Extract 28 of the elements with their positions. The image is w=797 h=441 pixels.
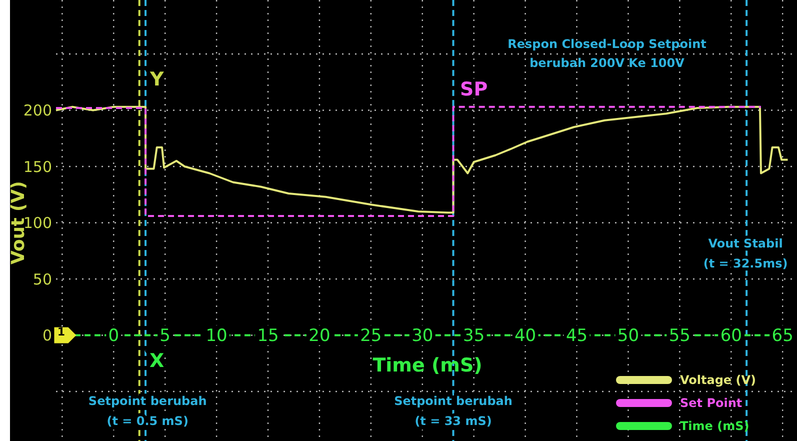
- x-tick-label: 50: [617, 326, 640, 346]
- x-axis-title: Time (mS): [372, 354, 482, 376]
- annotation: Y: [148, 68, 164, 90]
- annotation: Setpoint berubah (t = 0.5 mS): [88, 394, 207, 428]
- text: Respon Closed-Loop Setpoint berubah 200V Ke 100V: [508, 37, 707, 70]
- x-tick-label: 25: [360, 326, 382, 346]
- x-tick-label: 15: [257, 326, 279, 346]
- annotation: Setpoint berubah (t = 33 mS): [394, 394, 512, 428]
- x-tick-label: 40: [514, 326, 536, 346]
- y-tick-label: 200: [23, 102, 52, 120]
- x-tick-label: 35: [463, 326, 485, 346]
- x-tick-label: 10: [206, 326, 228, 346]
- x-tick-label: 0: [108, 326, 120, 346]
- x-tick-label: 5: [160, 326, 171, 346]
- annotation: SP: [460, 78, 488, 101]
- x-tick-label: 20: [308, 326, 330, 346]
- x-tick-label: 60: [720, 326, 742, 346]
- x-tick-label: 45: [566, 326, 588, 346]
- x-tick-label: 65: [772, 326, 794, 346]
- y-tick-label: 50: [32, 270, 52, 288]
- legend-label: Set Point: [680, 396, 742, 410]
- annotation: 1: [57, 325, 66, 338]
- y-tick-label: 150: [23, 158, 52, 176]
- legend-label: Time (mS): [680, 419, 750, 434]
- x-tick-label: 30: [412, 326, 434, 346]
- legend-label: Voltage (V): [680, 373, 756, 388]
- x-tick-label: 55: [668, 326, 690, 346]
- annotation: X: [150, 350, 165, 372]
